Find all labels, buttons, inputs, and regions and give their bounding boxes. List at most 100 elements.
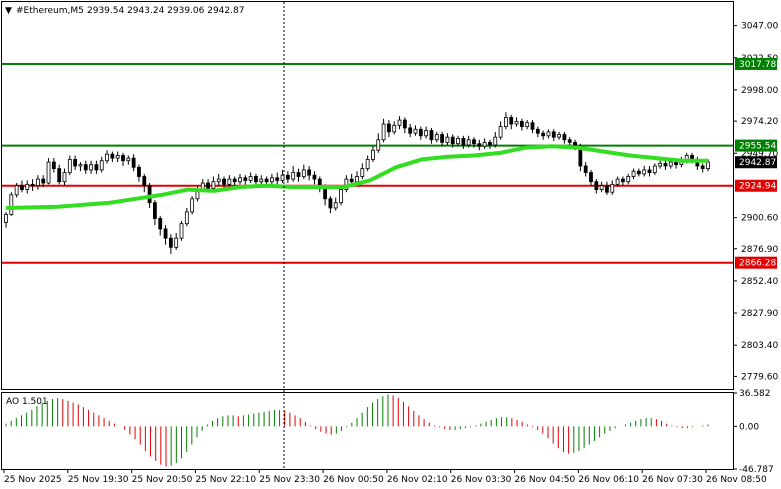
candles-layer (4, 112, 710, 254)
candle-body (472, 139, 476, 145)
candle-body (89, 164, 93, 171)
candle-body (424, 130, 429, 137)
candle-body (456, 138, 460, 145)
time-tick-label: 26 Nov 00:50 (323, 475, 384, 485)
candle-body (158, 218, 163, 230)
candle-body (206, 182, 210, 189)
candle-body (168, 237, 173, 248)
candle-body (626, 176, 631, 183)
level-tag-label: 2924.94 (739, 182, 776, 192)
candle-body (296, 172, 301, 177)
candle-body (328, 198, 333, 209)
symbol-label: #Ethereum,M5 (16, 6, 84, 16)
candle-body (4, 214, 8, 223)
ao-tick-label: -46.787 (739, 465, 774, 475)
candle-body (450, 136, 455, 145)
candle-body (583, 165, 588, 173)
price-tick-label: 2803.40 (741, 341, 778, 351)
candle-body (243, 177, 248, 181)
level-tag-bg (735, 139, 777, 152)
price-tick-label: 2974.20 (741, 117, 778, 127)
current-price-tag-label: 2942.87 (739, 158, 776, 168)
time-tick-label: 25 Nov 23:30 (259, 475, 320, 485)
candle-body (519, 120, 524, 128)
candle-body (488, 141, 492, 146)
candle-body (137, 166, 141, 177)
candle-body (41, 178, 46, 184)
candle-body (408, 127, 413, 134)
candle-body (647, 169, 652, 173)
candle-body (599, 185, 604, 190)
candle-body (434, 134, 439, 141)
candle-body (14, 185, 19, 196)
candle-body (179, 223, 184, 239)
time-tick-label: 26 Nov 06:10 (578, 475, 639, 485)
candle-body (280, 174, 285, 181)
candle-body (57, 168, 62, 183)
candle-body (360, 168, 365, 177)
candle-body (658, 162, 663, 167)
candle-body (333, 202, 338, 209)
candle-body (99, 160, 104, 171)
candle-body (674, 161, 678, 166)
price-axis: 3047.003022.502998.002974.202949.702900.… (733, 22, 778, 475)
candle-body (636, 170, 641, 175)
time-tick-label: 26 Nov 08:50 (706, 475, 767, 485)
candle-body (610, 183, 615, 193)
ao-tick-label: 0.00 (739, 422, 759, 432)
ao-histogram (5, 394, 709, 467)
candle-body (397, 119, 402, 126)
candle-body (248, 176, 253, 181)
level-tags: 3017.78 2955.54 2924.94 2866.28 2942.87 (735, 57, 777, 269)
candle-body (9, 194, 14, 215)
candle-body (631, 170, 636, 177)
candle-body (557, 134, 561, 138)
candle-body (514, 120, 519, 125)
ohlc-values: 2939.54 2943.24 2939.06 2942.87 (87, 6, 244, 16)
candle-body (530, 122, 535, 130)
candle-body (349, 178, 354, 183)
candle-body (392, 124, 397, 133)
candle-body (83, 164, 88, 171)
candle-body (376, 139, 381, 151)
candle-body (190, 198, 195, 213)
candle-body (254, 176, 258, 183)
price-tick-label: 3047.00 (741, 22, 778, 32)
level-tag-bg (735, 57, 777, 70)
candle-body (184, 211, 189, 225)
time-tick-label: 25 Nov 20:50 (132, 475, 193, 485)
candle-body (642, 169, 647, 175)
candle-body (700, 165, 705, 170)
candle-body (291, 172, 296, 180)
candle-body (222, 178, 226, 185)
candle-body (482, 141, 487, 147)
candle-body (551, 131, 556, 138)
candle-body (445, 136, 450, 143)
level-tag-label: 3017.78 (739, 60, 776, 70)
candle-body (535, 128, 540, 134)
candle-body (126, 157, 131, 162)
candle-body (174, 237, 179, 248)
candle-body (20, 185, 24, 190)
candle-body (275, 177, 280, 181)
candle-body (67, 159, 72, 173)
header-arrow-icon[interactable]: ▼ (5, 6, 12, 16)
candle-body (652, 165, 657, 173)
candle-body (153, 202, 157, 219)
price-tick-label: 2876.90 (741, 245, 778, 255)
time-tick-label: 25 Nov 19:30 (68, 475, 129, 485)
candle-body (493, 136, 498, 146)
candle-body (142, 176, 147, 187)
candle-body (339, 189, 343, 204)
candle-body (105, 153, 109, 162)
candle-body (355, 176, 359, 183)
candle-body (466, 139, 471, 146)
candle-body (562, 134, 567, 141)
time-tick-label: 26 Nov 07:30 (642, 475, 703, 485)
candle-body (477, 143, 482, 147)
level-tag-label: 2866.28 (739, 259, 776, 269)
ao-label: AO 1.501 (6, 397, 48, 407)
level-tag-bg (735, 256, 777, 269)
time-tick-label: 26 Nov 03:30 (451, 475, 512, 485)
